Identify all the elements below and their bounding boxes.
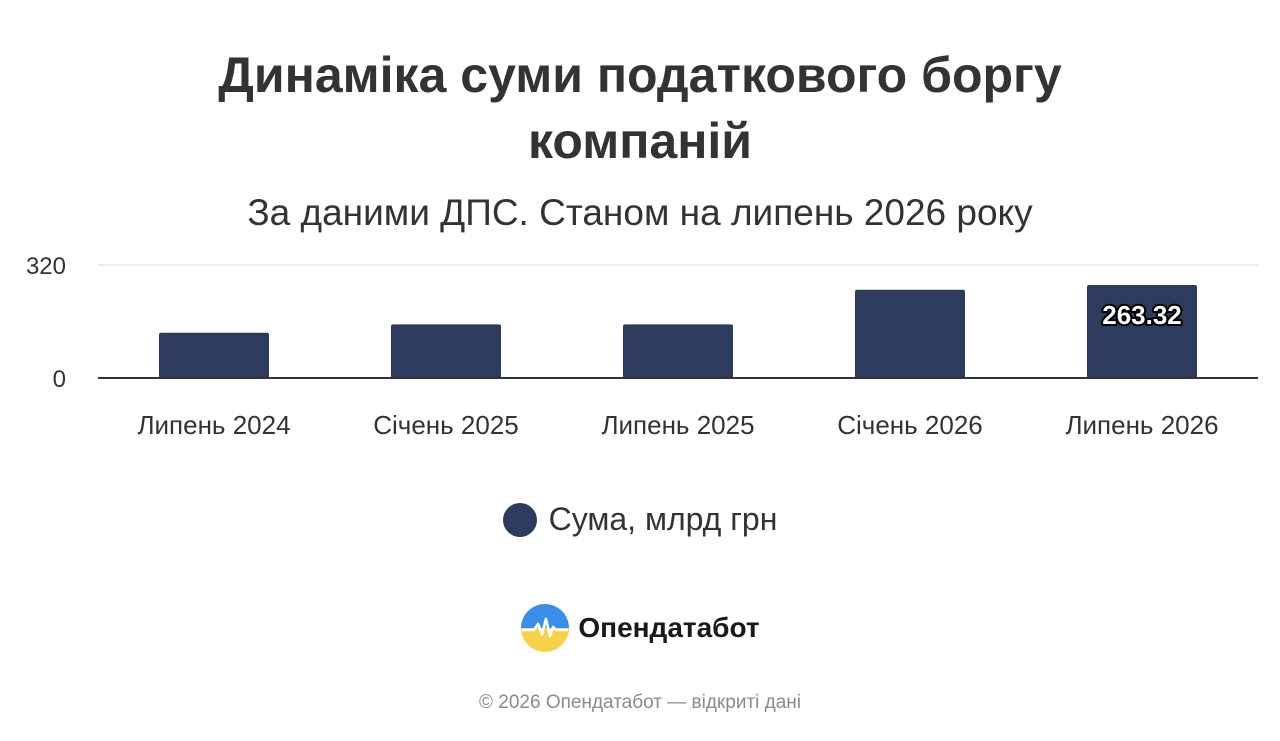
chart-title: Динаміка суми податкового боргу компаній	[218, 47, 1062, 169]
y-tick-label: 0	[53, 366, 66, 393]
bar	[159, 332, 269, 378]
legend-label: Сума, млрд грн	[548, 501, 778, 537]
bar	[855, 289, 965, 378]
y-tick-label: 320	[26, 253, 66, 280]
footer-text: © 2026 Опендатабот — відкриті дані	[479, 692, 801, 713]
data-label: 263.32	[1102, 300, 1182, 330]
chart-subtitle: За даними ДПС. Станом на липень 2026 рок…	[247, 192, 1033, 233]
brand-name[interactable]: Опендатабот	[578, 612, 760, 643]
brand: Опендатабот	[0, 603, 1280, 653]
bar	[1087, 285, 1197, 378]
bar-chart: 0 320 Липень 2024 Січень 2025 Липень 2025 Січ…	[26, 253, 1258, 440]
opendatabot-logo-icon	[521, 604, 570, 652]
x-tick-label: Липень 2025	[601, 410, 754, 440]
x-tick-label: Січень 2026	[837, 410, 983, 440]
chart-legend[interactable]: Сума, млрд грн	[0, 501, 1280, 538]
bar	[623, 324, 733, 378]
bar	[391, 324, 501, 378]
x-tick-label: Липень 2026	[1065, 410, 1218, 440]
x-tick-label: Липень 2024	[137, 410, 290, 440]
x-tick-label: Січень 2025	[373, 410, 519, 440]
legend-swatch	[502, 502, 537, 537]
